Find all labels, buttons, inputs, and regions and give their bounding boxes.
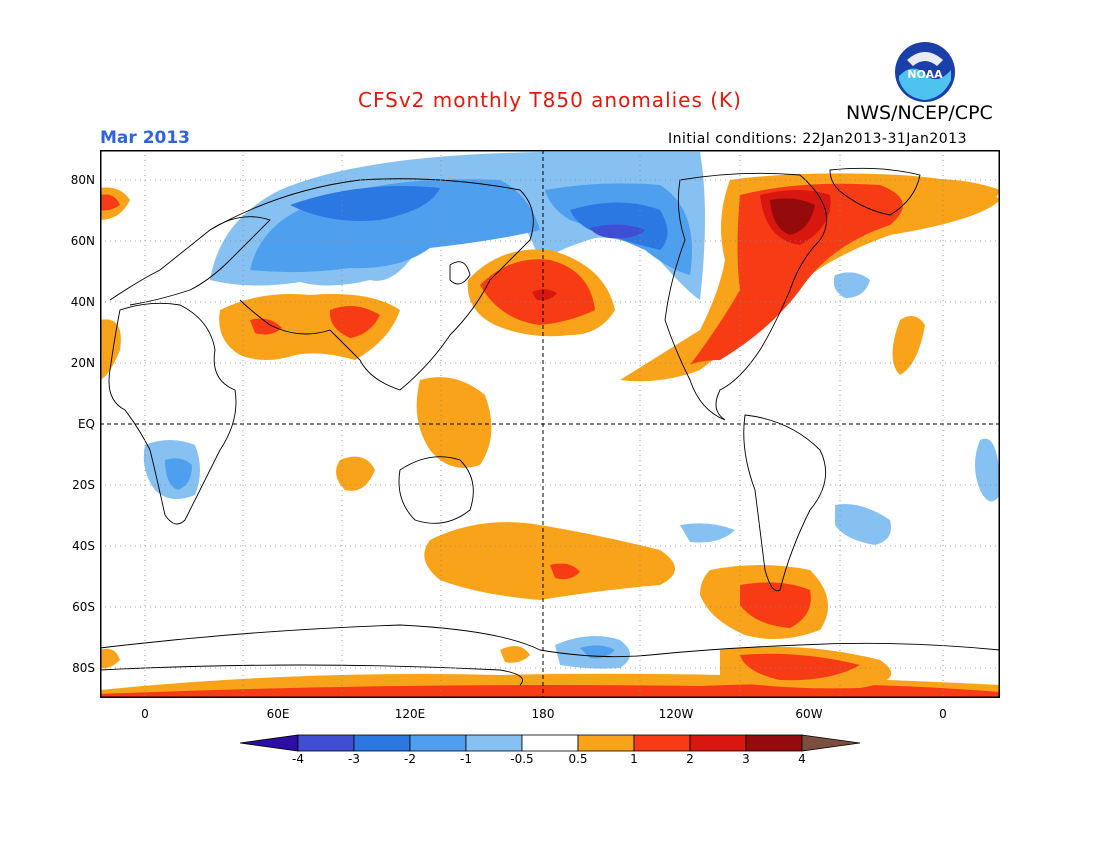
lon-label: 0 (939, 707, 947, 721)
lon-label: 120W (658, 707, 694, 721)
negative-anomaly-fields (143, 152, 1000, 669)
colorbar-label: -3 (348, 752, 360, 766)
positive-anomaly-fields (100, 173, 1000, 698)
lat-label: 80S (72, 661, 95, 675)
colorbar-label: 1 (630, 752, 638, 766)
lat-label: EQ (77, 417, 95, 431)
lat-label: 20S (72, 478, 95, 492)
colorbar-label: -2 (404, 752, 416, 766)
lon-label: 60W (795, 707, 823, 721)
reference-lines (100, 150, 1000, 698)
colorbar-label: -4 (292, 752, 304, 766)
colorbar-label: 4 (798, 752, 806, 766)
colorbar-label: -0.5 (510, 752, 534, 766)
target-month: Mar 2013 (100, 128, 191, 148)
map-title: CFSv2 monthly T850 anomalies (K) (358, 88, 742, 112)
logo-text: NOAA (907, 68, 943, 81)
lon-label: 180 (531, 707, 555, 721)
colorbar-label: 3 (742, 752, 750, 766)
lon-label: 0 (141, 707, 149, 721)
lon-label: 120E (394, 707, 426, 721)
colorbar (239, 734, 862, 752)
map-frame (100, 150, 1000, 698)
lat-label: 80N (70, 173, 95, 187)
initial-conditions: Initial conditions: 22Jan2013-31Jan2013 (668, 131, 967, 147)
anomaly-map-svg (99, 150, 1001, 698)
lat-label: 60N (70, 234, 95, 248)
organization-label: NWS/NCEP/CPC (846, 102, 993, 124)
lat-label: 40N (70, 295, 95, 309)
noaa-logo: NOAA (893, 40, 957, 104)
colorbar-label: -1 (460, 752, 472, 766)
lat-label: 60S (72, 600, 95, 614)
lat-label: 40S (72, 539, 95, 553)
colorbar-label: 0.5 (568, 752, 588, 766)
graticule (100, 150, 1000, 698)
lat-label: 20N (70, 356, 95, 370)
colorbar-label: 2 (686, 752, 694, 766)
lon-label: 60E (266, 707, 290, 721)
anomaly-map (99, 150, 1001, 698)
coastlines (99, 167, 1001, 686)
